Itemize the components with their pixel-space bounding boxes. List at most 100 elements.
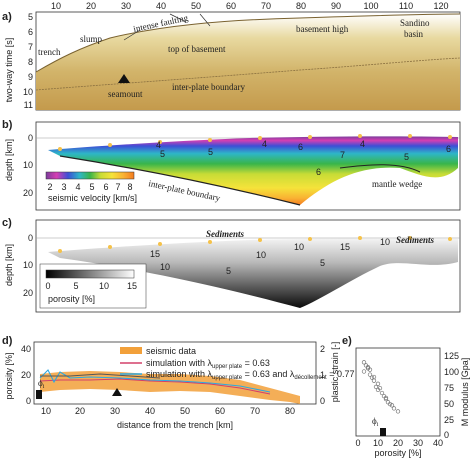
scatter-point [361,360,367,365]
station-marker [358,236,362,240]
x-tick: 60 [215,406,225,416]
velocity-colorbar-bar [45,171,135,180]
contour-label: 10 [294,242,304,252]
x-tick: 40 [145,406,155,416]
panel-c-yticks: 0 10 20 [23,233,33,298]
mantle-wedge-line [339,164,421,173]
scatter-point [377,385,383,391]
cb-tick: 15 [127,281,137,291]
station-marker [448,135,452,139]
scatter-point [391,406,397,411]
porosity-colorbar: 0 5 10 15 porosity [%] [39,263,147,309]
velocity-colorbar: 2 3 4 5 6 7 8 seismic velocity [km/s] [45,171,137,203]
y-tick: 20 [21,370,31,380]
phi-label-d: ϕi [38,378,45,390]
phi-marker-e [380,428,386,436]
scatter-point [383,395,389,401]
panel-e-ylabel-right: M modulus [Gpa] [460,358,470,427]
panel-d-yticks-right: 0 1 2 [320,344,325,406]
contour-label: 10 [256,250,266,260]
scatter-point [369,375,375,380]
cb-tick: 4 [75,182,80,192]
panel-e-yticks-right: 0 25 50 75 100 125 [444,351,459,440]
contour-label: 5 [226,266,231,276]
x-tick: 10 [41,406,51,416]
panel-c: c) depth [km] 15 10 10 5 10 15 10 5 Sedi… [2,217,461,313]
label-basement-high: basement high [296,24,349,34]
panel-b-yticks: 0 10 20 [23,133,33,198]
x-tick: 50 [180,406,190,416]
station-marker [308,237,312,241]
cb-tick: 10 [99,281,109,291]
x-tick: 0 [355,438,360,448]
y-tick: 5 [28,12,33,22]
panel-b-markers [58,134,452,151]
scatter-point [373,384,379,390]
y-tick: 11 [24,100,33,110]
x-tick: 40 [433,438,443,448]
top-tick: 90 [331,1,341,11]
x-tick: 70 [250,406,260,416]
top-axis: 10 20 30 40 50 60 70 80 90 100 110 120 [51,1,449,11]
station-marker [308,135,312,139]
panel-d-xlabel: distance from the trench [km] [117,420,233,430]
fault-arrows [123,13,211,41]
seafloor-line [35,13,461,73]
plastic-strain-line [40,373,161,379]
panel-a-ylabel: two-way time [s] [4,38,14,103]
legend-label: simulation with λupper plate = 0.63 [146,358,270,370]
station-marker [58,249,62,253]
label-seamount: seamount [108,89,143,99]
panel-c-contour-labels: 15 10 10 5 10 15 10 5 [150,237,390,276]
cb-tick: 7 [115,182,120,192]
y-tick-right: 0 [444,430,449,440]
seamount-icon-d [112,388,122,396]
top-tick: 30 [121,1,131,11]
phi-marker-d [36,390,42,399]
panel-c-letter: c) [2,217,12,229]
panel-a-yticks: 5 6 7 8 9 10 11 [23,12,33,110]
panel-e-frame [355,347,441,437]
cb-tick: 6 [103,182,108,192]
scatter-point [367,367,373,372]
contour-label: 5 [208,147,213,157]
contour-label: 10 [380,237,390,247]
station-marker [258,136,262,140]
panel-e-points [361,360,401,414]
velocity-colorbar-label: seismic velocity [km/s] [48,193,137,203]
panel-d: d) porosity [%] ϕi seismic data simulati… [2,335,355,430]
velocity-model [48,136,458,205]
label-sandino: Sandino [400,18,430,28]
contour-label: 5 [404,152,409,162]
contour-label: 5 [320,258,325,268]
station-marker [158,242,162,246]
scatter-point [375,381,381,386]
x-tick: 30 [413,438,423,448]
contour-label: 5 [160,149,165,159]
y-tick-right: 1 [320,370,325,380]
station-marker [258,238,262,242]
scatter-point [395,409,401,414]
x-tick: 30 [110,406,120,416]
y-tick-right: 2 [320,344,325,354]
label-trench: trench [38,47,61,57]
top-tick: 50 [191,1,201,11]
contour-label: 4 [156,140,161,150]
x-tick: 20 [393,438,403,448]
cb-tick: 5 [73,281,78,291]
y-tick: 0 [28,233,33,243]
panel-e-letter: e) [342,335,352,347]
label-interplate-a: inter-plate boundary [172,82,246,92]
label-mantle-wedge: mantle wedge [372,179,422,189]
top-tick: 40 [156,1,166,11]
y-tick-right: 100 [444,367,459,377]
station-marker [208,240,212,244]
interplate-line-b [59,155,301,206]
sim-line-2 [39,369,271,393]
station-marker [208,138,212,142]
contour-label: 4 [360,139,365,149]
y-tick: 6 [28,27,33,37]
station-marker [108,245,112,249]
panel-e-xticks: 0 10 20 30 40 [355,438,443,448]
top-tick: 70 [261,1,271,11]
